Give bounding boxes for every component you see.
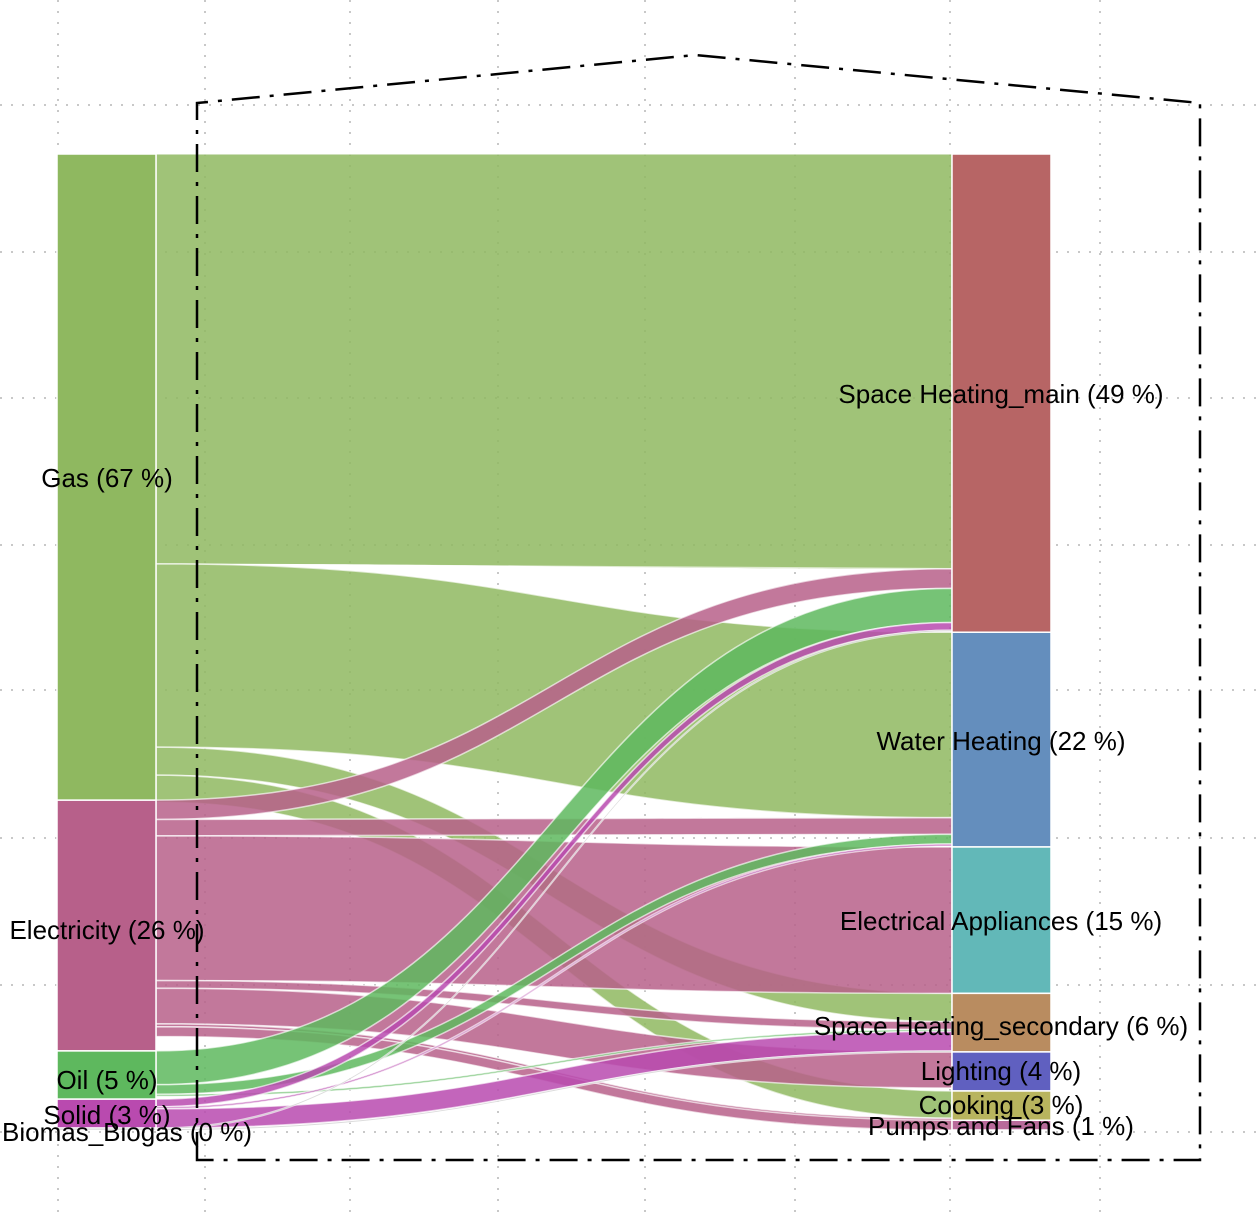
target-label: Lighting (4 %) — [921, 1056, 1081, 1086]
house-outline — [195, 53, 1202, 1162]
target-node — [951, 846, 1052, 995]
target-label: Cooking (3 %) — [919, 1090, 1084, 1120]
target-label: Water Heating (22 %) — [876, 726, 1125, 756]
flows-group — [155, 153, 953, 1131]
target-node — [951, 992, 1052, 1053]
target-node — [951, 1119, 1052, 1131]
target-node — [951, 153, 1052, 633]
target-label: Space Heating_main (49 %) — [838, 379, 1163, 409]
target-label: Pumps and Fans (1 %) — [868, 1111, 1134, 1141]
source-label: Electricity (26 %) — [9, 915, 204, 945]
target-node — [951, 1090, 1052, 1121]
source-label: Gas (67 %) — [41, 463, 173, 493]
source-label: Oil (5 %) — [56, 1065, 157, 1095]
labels-group: Gas (67 %) Electricity (26 %) Oil (5 %) Sol… — [2, 379, 1188, 1147]
nodes-group — [56, 153, 1052, 1131]
source-node — [56, 1098, 157, 1129]
flow-link — [155, 153, 953, 570]
target-label: Electrical Appliances (15 %) — [840, 906, 1162, 936]
target-node — [951, 631, 1052, 848]
source-label: Solid (3 %) — [43, 1100, 170, 1130]
source-node — [56, 153, 157, 801]
source-label: Biomas_Biogas (0 %) — [2, 1117, 252, 1147]
target-label: Space Heating_secondary (6 %) — [814, 1011, 1188, 1041]
target-node — [951, 1051, 1052, 1092]
source-node — [56, 1050, 157, 1100]
source-node — [56, 1127, 157, 1131]
source-node — [56, 799, 157, 1052]
